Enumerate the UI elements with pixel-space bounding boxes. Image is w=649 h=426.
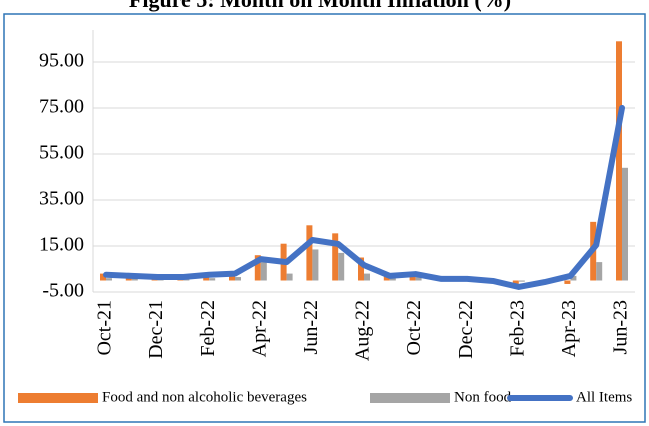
y-tick-label: 55.00 (39, 142, 84, 164)
bar (106, 278, 112, 281)
bar (364, 273, 370, 281)
y-tick-label: 75.00 (39, 96, 84, 118)
bar (235, 277, 241, 281)
bar (622, 167, 628, 281)
bar (518, 280, 525, 282)
x-tick-label: Dec-21 (145, 300, 167, 359)
x-tick-label: Jun-22 (300, 300, 322, 354)
bar (306, 225, 313, 281)
x-tick-label: Aug-22 (352, 300, 374, 361)
bar (332, 233, 339, 281)
x-tick-label: Oct-22 (403, 300, 425, 356)
bar (564, 280, 571, 284)
legend-label: Non food (454, 389, 512, 405)
frame (3, 13, 646, 423)
x-tick-label: Oct-21 (94, 300, 116, 356)
bar (570, 275, 577, 281)
y-tick-label: -5.00 (42, 280, 84, 302)
bar (616, 41, 622, 281)
bar (286, 273, 293, 281)
bar (383, 275, 390, 281)
line (103, 105, 625, 290)
bar (229, 275, 235, 281)
chart-title: Figure 5: Month on Month Inflation (%) (129, 0, 511, 12)
bar (358, 257, 364, 281)
bar (512, 280, 519, 284)
bar (254, 255, 261, 281)
legend-label: All Items (576, 389, 632, 405)
bar (100, 273, 106, 281)
legend-swatch (370, 393, 450, 403)
x-tick-label: Feb-23 (506, 300, 528, 357)
bar (131, 278, 138, 281)
bar (338, 252, 345, 281)
bar (415, 277, 422, 281)
x-tick-label: Apr-22 (248, 300, 270, 357)
x-tick-label: Jun-23 (610, 300, 632, 354)
bar (209, 278, 216, 281)
y-tick-label: 15.00 (39, 234, 84, 256)
legend-label: Food and non alcoholic beverages (102, 389, 307, 405)
bar (596, 262, 603, 281)
y-tick-label: 35.00 (39, 188, 84, 210)
x-tick-label: Dec-22 (455, 300, 477, 359)
legend-swatch (18, 393, 98, 403)
y-tick-label: 95.00 (39, 50, 84, 72)
bar (409, 274, 416, 281)
bar (312, 249, 319, 281)
x-tick-label: Feb-22 (197, 300, 219, 357)
bar (389, 277, 396, 281)
bar (260, 262, 267, 281)
x-tick-label: Apr-23 (558, 300, 580, 357)
